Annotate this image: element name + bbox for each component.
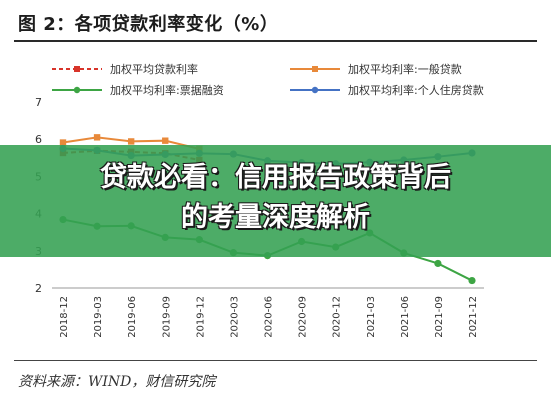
source-note: 资料来源：WIND，财信研究院 xyxy=(18,374,216,390)
y-tick-label-7: 7 xyxy=(35,96,42,109)
x-tick-label-12: 2021-12 xyxy=(468,296,479,338)
x-tick-label-3: 2019-09 xyxy=(161,296,172,338)
title-divider xyxy=(14,40,537,42)
overlay-banner xyxy=(0,145,551,257)
overlay-headline-line2: 的考量深度解析 xyxy=(181,202,370,233)
x-tick-label-11: 2021-09 xyxy=(434,296,445,338)
x-tick-label-0: 2018-12 xyxy=(59,296,70,338)
x-tick-label-2: 2019-06 xyxy=(127,296,138,338)
legend-label-2: 加权平均利率:票据融资 xyxy=(110,83,224,97)
legend-label-3: 加权平均利率:个人住房贷款 xyxy=(348,83,484,97)
series-2-point-11 xyxy=(434,259,442,268)
series-1-point-2 xyxy=(127,138,135,145)
x-tick-label-1: 2019-03 xyxy=(93,296,104,338)
source-divider xyxy=(14,360,537,361)
series-1-point-0 xyxy=(59,139,67,146)
legend-marker-1 xyxy=(312,66,318,72)
x-tick-label-9: 2021-03 xyxy=(366,296,377,338)
overlay-headline-line1: 贷款必看：信用报告政策背后 xyxy=(100,162,451,193)
legend-label-1: 加权平均利率:一般贷款 xyxy=(348,62,462,76)
x-tick-label-10: 2021-06 xyxy=(400,296,411,338)
series-1-point-1 xyxy=(93,134,101,141)
x-tick-label-7: 2020-09 xyxy=(298,296,309,338)
y-tick-label-2: 2 xyxy=(35,282,42,295)
overlay-headline: 贷款必看：信用报告政策背后 的考量深度解析 xyxy=(0,158,551,238)
legend-label-0: 加权平均贷款利率 xyxy=(110,62,198,76)
legend-marker-3 xyxy=(311,86,319,94)
figure-title: 图 2：各项贷款利率变化（%） xyxy=(18,14,279,35)
series-2-point-12 xyxy=(468,276,476,285)
x-tick-label-4: 2019-12 xyxy=(195,296,206,338)
legend-marker-2 xyxy=(73,86,81,94)
x-tick-label-6: 2020-06 xyxy=(264,296,275,338)
x-tick-label-5: 2020-03 xyxy=(229,296,240,338)
x-tick-label-8: 2020-12 xyxy=(332,296,343,338)
legend-marker-0 xyxy=(74,66,80,72)
y-tick-label-6: 6 xyxy=(35,133,42,146)
series-1-point-3 xyxy=(162,137,169,144)
